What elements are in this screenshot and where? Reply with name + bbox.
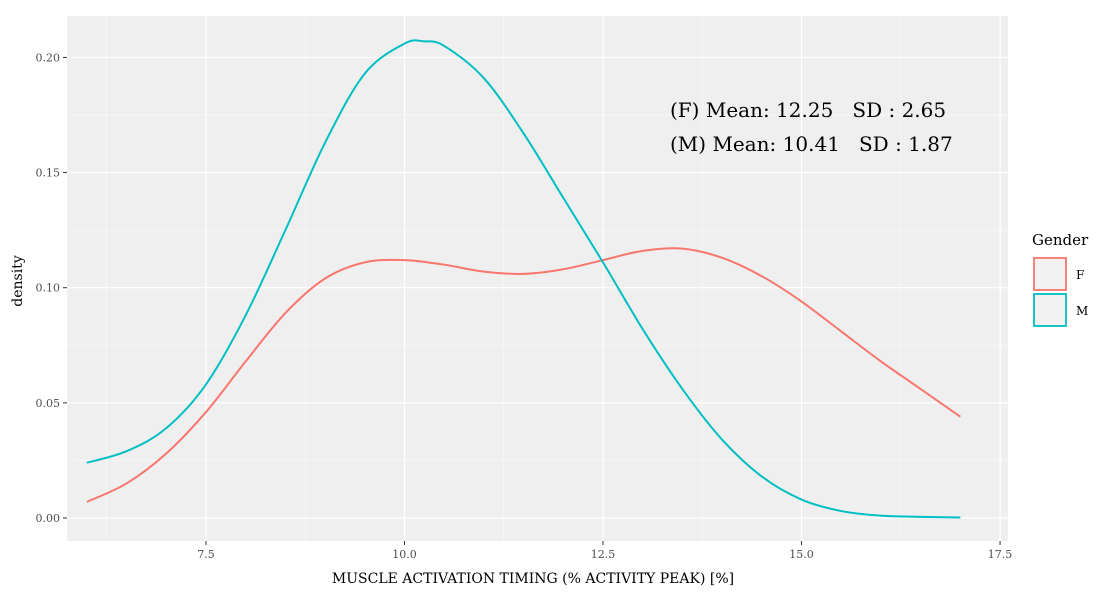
x-axis-ticks: 7.5 10.0 12.5 15.0 17.5 xyxy=(197,541,1012,561)
x-tick-label: 10.0 xyxy=(392,548,417,561)
legend-key-f xyxy=(1033,257,1067,291)
legend-key-m xyxy=(1033,293,1067,327)
y-axis-title: density xyxy=(10,255,26,307)
y-tick-label: 0.20 xyxy=(36,51,61,64)
x-tick-label: 17.5 xyxy=(988,548,1013,561)
density-line-m xyxy=(86,39,961,519)
density-line-f xyxy=(86,247,961,503)
major-gridlines xyxy=(67,16,1008,541)
annotation-m-stats: (M) Mean: 10.41 SD : 1.87 xyxy=(670,132,953,156)
legend: Gender F M xyxy=(1032,231,1089,327)
series-lines xyxy=(86,39,961,519)
legend-title: Gender xyxy=(1032,231,1089,249)
y-axis-ticks: 0.00 0.05 0.10 0.15 0.20 xyxy=(36,51,67,525)
y-tick-label: 0.10 xyxy=(36,282,61,295)
y-tick-label: 0.15 xyxy=(36,167,61,180)
x-tick-label: 7.5 xyxy=(197,548,215,561)
x-tick-label: 15.0 xyxy=(789,548,814,561)
legend-label-m: M xyxy=(1076,304,1088,318)
y-tick-label: 0.05 xyxy=(36,397,61,410)
annotation-f-stats: (F) Mean: 12.25 SD : 2.65 xyxy=(670,98,946,122)
x-axis-title: MUSCLE ACTIVATION TIMING (% ACTIVITY PEA… xyxy=(332,571,734,587)
legend-label-f: F xyxy=(1076,268,1084,282)
y-tick-label: 0.00 xyxy=(36,512,61,525)
plot-panel xyxy=(67,16,1008,541)
x-tick-label: 12.5 xyxy=(591,548,616,561)
